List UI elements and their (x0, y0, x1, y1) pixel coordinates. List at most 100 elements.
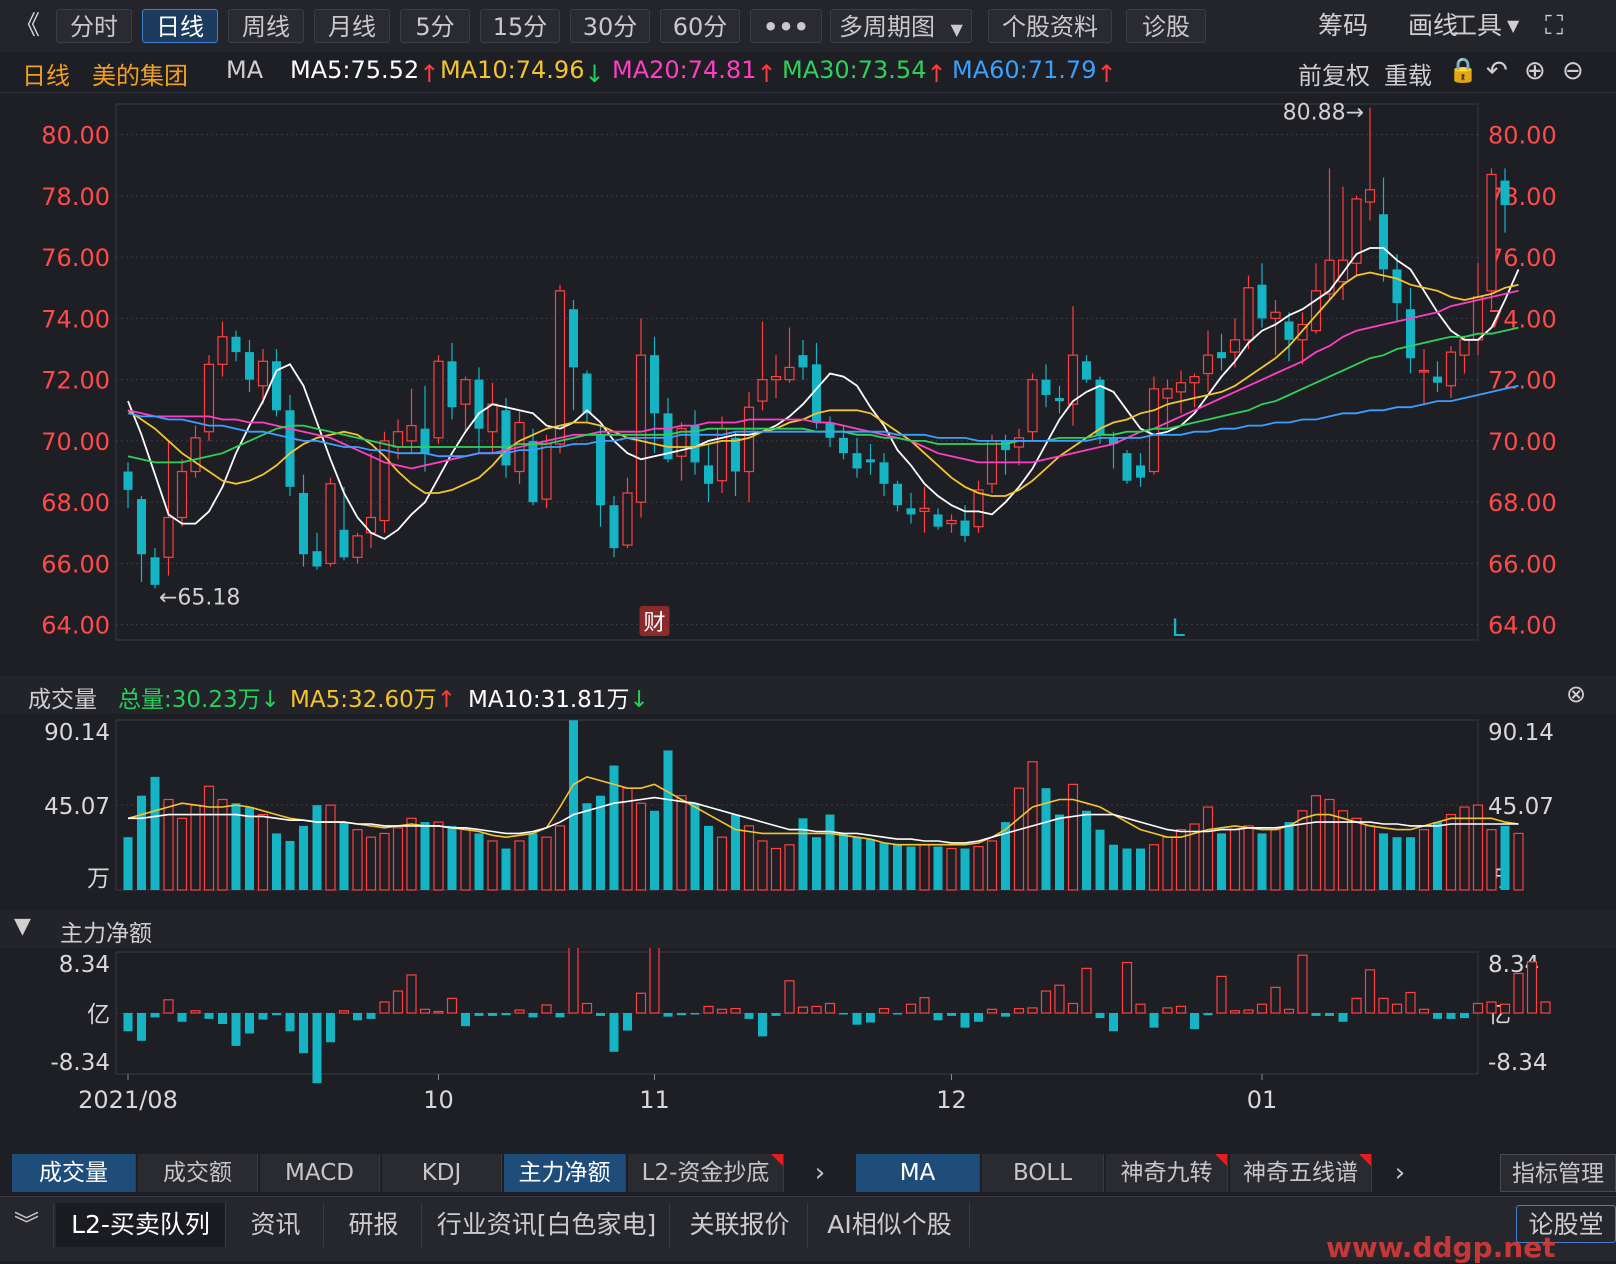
candle-body (257, 360, 269, 387)
tab-related-quotes[interactable]: 关联报价 (672, 1203, 808, 1247)
y-tick-label: 76.00 (41, 244, 110, 272)
volume-bar (1284, 822, 1294, 890)
chevron-right-icon[interactable]: › (1394, 1158, 1406, 1188)
candle-body (352, 535, 363, 558)
candle-body (433, 360, 444, 439)
capital-bar (1040, 990, 1052, 1014)
period-tab-monthly[interactable]: 月线 (314, 9, 390, 43)
period-tab-30min[interactable]: 30分 (570, 9, 650, 43)
zoom-in-icon[interactable]: ⊕ (1524, 56, 1546, 86)
period-tab-daily[interactable]: 日线 (142, 9, 218, 43)
tab-ai-similar[interactable]: AI相似个股 (810, 1203, 970, 1247)
candle-body (1270, 311, 1281, 320)
candle-body (299, 492, 308, 555)
volume-bar (554, 825, 566, 891)
reload-button[interactable]: 重载 (1384, 62, 1432, 90)
collapse-panel-icon[interactable]: ︾ (0, 1203, 54, 1247)
arrow-up-icon: ↑ (436, 687, 457, 713)
volume-bar (163, 798, 174, 891)
capital-bar (1243, 1009, 1254, 1014)
volume-bar (1162, 836, 1173, 891)
candle-body (1284, 321, 1294, 340)
fullscreen-icon[interactable]: ⛶ (1545, 11, 1564, 41)
volume-bar (973, 846, 984, 891)
y-tick-label: 64.00 (41, 612, 110, 640)
period-tab-60min[interactable]: 60分 (660, 9, 740, 43)
capital-bar (1013, 1008, 1025, 1014)
candle-body (231, 336, 241, 353)
indicator-tab[interactable]: 成交量 (12, 1154, 136, 1192)
tools-dropdown[interactable]: 工具 (1452, 9, 1502, 43)
indicator-tab[interactable]: L2-资金抄底 (628, 1154, 784, 1192)
indicator-tab[interactable]: KDJ (382, 1154, 502, 1192)
x-tick-label: 10 (423, 1086, 454, 1114)
undo-icon[interactable]: ↶ (1486, 56, 1508, 86)
diagnose-button[interactable]: 诊股 (1126, 9, 1206, 43)
financial-report-badge[interactable] (639, 606, 670, 636)
candle-body (312, 551, 322, 567)
tab-industry-news[interactable]: 行业资讯[白色家电] (424, 1203, 670, 1247)
draw-line-button[interactable]: 画线 (1408, 11, 1459, 40)
chevron-right-icon[interactable]: › (814, 1158, 826, 1188)
restore-price-button[interactable]: 前复权 (1298, 62, 1370, 90)
back-icon[interactable]: 《 (14, 11, 41, 41)
volume-bar (906, 846, 916, 890)
capital-bar (623, 1013, 632, 1031)
y-tick-label: 68.00 (41, 489, 110, 517)
candle-body (420, 428, 430, 454)
period-tab-15min[interactable]: 15分 (480, 9, 560, 43)
stock-info-button[interactable]: 个股资料 (988, 9, 1112, 43)
tab-l2-queue[interactable]: L2-买卖队列 (56, 1203, 226, 1247)
multi-period-dropdown[interactable]: 多周期图 ▼ (830, 9, 972, 43)
volume-bar (879, 842, 889, 890)
volume-bar (1067, 783, 1079, 891)
more-periods-button[interactable]: ••• (750, 9, 822, 43)
period-tab-fenshi[interactable]: 分时 (56, 9, 132, 43)
volume-chart[interactable]: 90.14 90.1445.07 45.07万万 (0, 714, 1616, 908)
candle-body (1486, 173, 1497, 292)
collapse-icon[interactable]: ▼ (14, 914, 31, 939)
volume-bar (1257, 833, 1267, 890)
zoom-out-icon[interactable]: ⊖ (1562, 56, 1584, 86)
volume-bar (1445, 813, 1457, 891)
lock-icon[interactable]: 🔒 (1448, 56, 1478, 84)
stock-name[interactable]: 美的集团 (92, 62, 188, 90)
close-volume-icon[interactable]: ⊗ (1566, 680, 1587, 708)
volume-bar (1310, 795, 1322, 891)
tab-research[interactable]: 研报 (326, 1203, 422, 1247)
indicator-tab[interactable]: BOLL (982, 1154, 1104, 1192)
indicator-tab[interactable]: 主力净额 (504, 1154, 626, 1192)
capital-bar (285, 1013, 295, 1032)
capital-bar (204, 1013, 214, 1019)
indicator-tab[interactable]: 神奇九转 (1106, 1154, 1228, 1192)
caret-down-icon[interactable]: ▼ (1507, 16, 1520, 35)
capital-bar (1203, 1013, 1213, 1016)
chips-button[interactable]: 筹码 (1318, 11, 1369, 40)
capital-header: ▼ 主力净额 (0, 910, 1616, 948)
candle-body (272, 361, 281, 411)
volume-bar (406, 817, 417, 891)
period-tab-5min[interactable]: 5分 (400, 9, 470, 43)
candlestick-chart[interactable]: 80.00 80.00 78.00 78.00 76.00 76.00 74.00 74.00… (0, 92, 1616, 674)
indicator-tab[interactable]: 成交额 (138, 1154, 258, 1192)
volume-bar (541, 836, 552, 891)
capital-bar (137, 1013, 146, 1041)
volume-bar (245, 807, 254, 890)
volume-ma5-label: MA5:32.60万 (290, 687, 437, 713)
capital-bar (893, 1013, 902, 1015)
indicator-tab-bar: 成交量 成交额 MACD KDJ 主力净额 L2-资金抄底 › MA BOLL 神奇九转 神奇五… (0, 1150, 1616, 1196)
indicator-manage-button[interactable]: 指标管理 (1500, 1154, 1616, 1192)
period-tab-weekly[interactable]: 周线 (228, 9, 304, 43)
indicator-name[interactable]: MA (226, 56, 264, 84)
indicator-tab[interactable]: MACD (260, 1154, 380, 1192)
financial-report-badge-label[interactable]: 财 (643, 611, 665, 636)
indicator-tab[interactable]: MA (856, 1154, 980, 1192)
tab-news[interactable]: 资讯 (228, 1203, 324, 1247)
new-flag-icon (1359, 1154, 1371, 1166)
candle-body (203, 363, 215, 433)
volume-bar (487, 840, 498, 891)
indicator-tab[interactable]: 神奇五线谱 (1230, 1154, 1372, 1192)
candle-body (609, 505, 619, 549)
indicator-tab-label: 神奇五线谱 (1243, 1160, 1358, 1186)
